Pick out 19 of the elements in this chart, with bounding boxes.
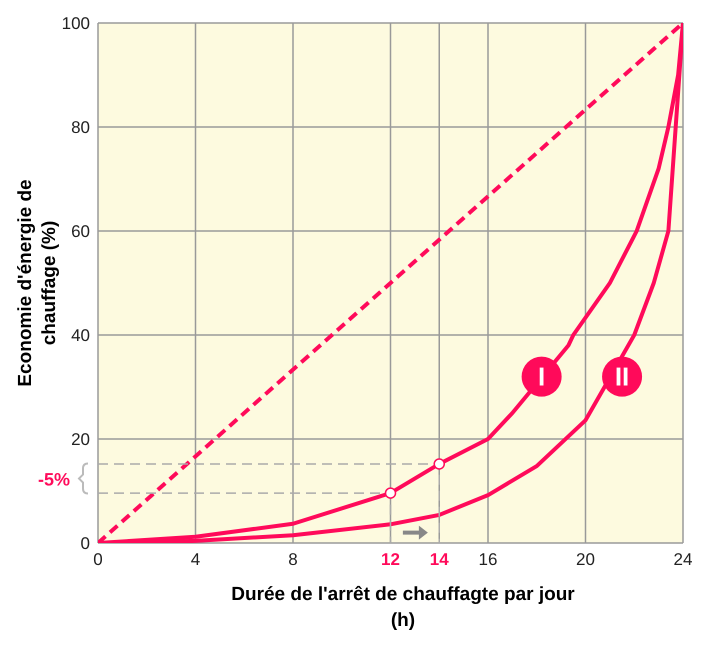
x-axis-title: Durée de l'arrêt de chauffagte par jour (h) [230,583,576,633]
y-axis-title: Economie d'énergie de chauffage (%) [14,178,61,389]
x-tick-label: 0 [93,550,103,569]
annotation: I [538,362,546,392]
x-tick-label: 20 [576,550,595,569]
text: -5% [38,470,70,490]
y-tick-label: 40 [71,326,90,346]
x-tick-label: 14 [430,550,450,569]
y-tick-label: 60 [71,222,90,242]
x-tick-label: 4 [190,550,200,569]
x-tick-label: 24 [674,550,692,569]
x-tick-label: 12 [381,550,400,569]
x-tick-label: 8 [288,550,298,569]
y-tick-label: 100 [62,14,90,34]
x-tick-label: 16 [478,550,498,569]
y-tick-label: 0 [80,534,90,554]
y-tick-label: 80 [71,118,90,138]
y-tick-label: 20 [71,430,90,450]
annotation: II [614,362,630,392]
